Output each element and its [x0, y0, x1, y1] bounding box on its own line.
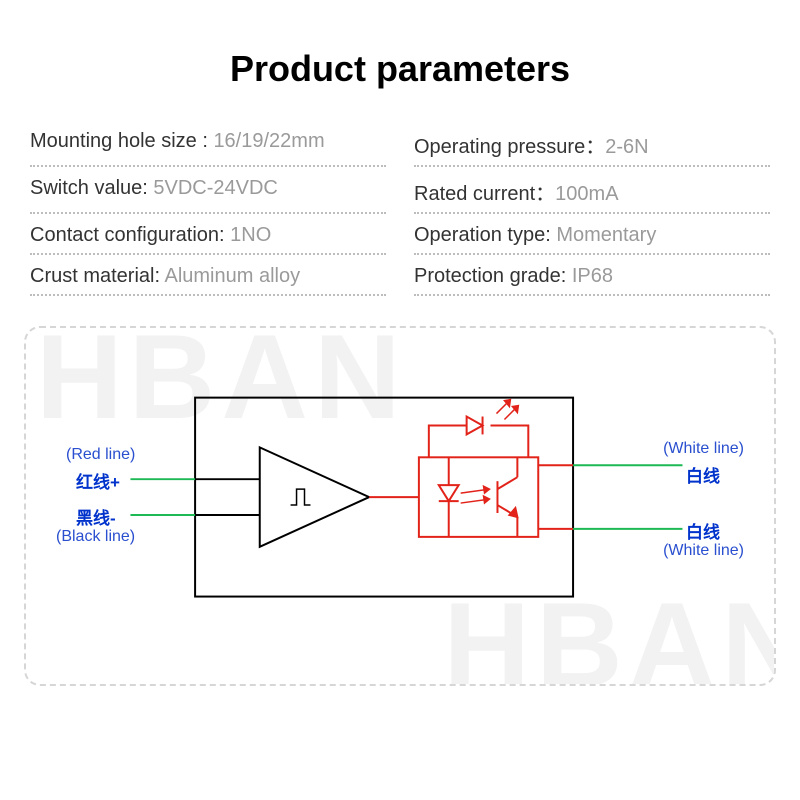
label-white-line-cn: 白线 [686, 462, 720, 487]
table-row: Crust material: Aluminum alloy [30, 255, 386, 296]
parameter-table: Mounting hole size : 16/19/22mm Operatin… [0, 120, 800, 296]
label-white-line-cn: 白线 [686, 518, 720, 543]
label-white-line-en: (White line) [663, 542, 744, 560]
label-white-line-en: (White line) [663, 440, 744, 458]
label-red-line-cn: 红线+ [76, 468, 120, 493]
schematic-svg [26, 328, 774, 686]
table-row: Operating pressure：2-6N [414, 120, 770, 167]
table-row: Mounting hole size : 16/19/22mm [30, 120, 386, 167]
schematic-diagram: HBAN HBAN [24, 326, 776, 686]
label-black-line-en: (Black line) [56, 528, 135, 546]
table-row: Protection grade: IP68 [414, 255, 770, 296]
label-black-line-cn: 黑线- [76, 504, 116, 529]
table-row: Switch value: 5VDC-24VDC [30, 167, 386, 214]
table-row: Rated current：100mA [414, 167, 770, 214]
table-row: Operation type: Momentary [414, 214, 770, 255]
table-row: Contact configuration: 1NO [30, 214, 386, 255]
label-red-line-en: (Red line) [66, 446, 135, 464]
page-title: Product parameters [0, 0, 800, 120]
